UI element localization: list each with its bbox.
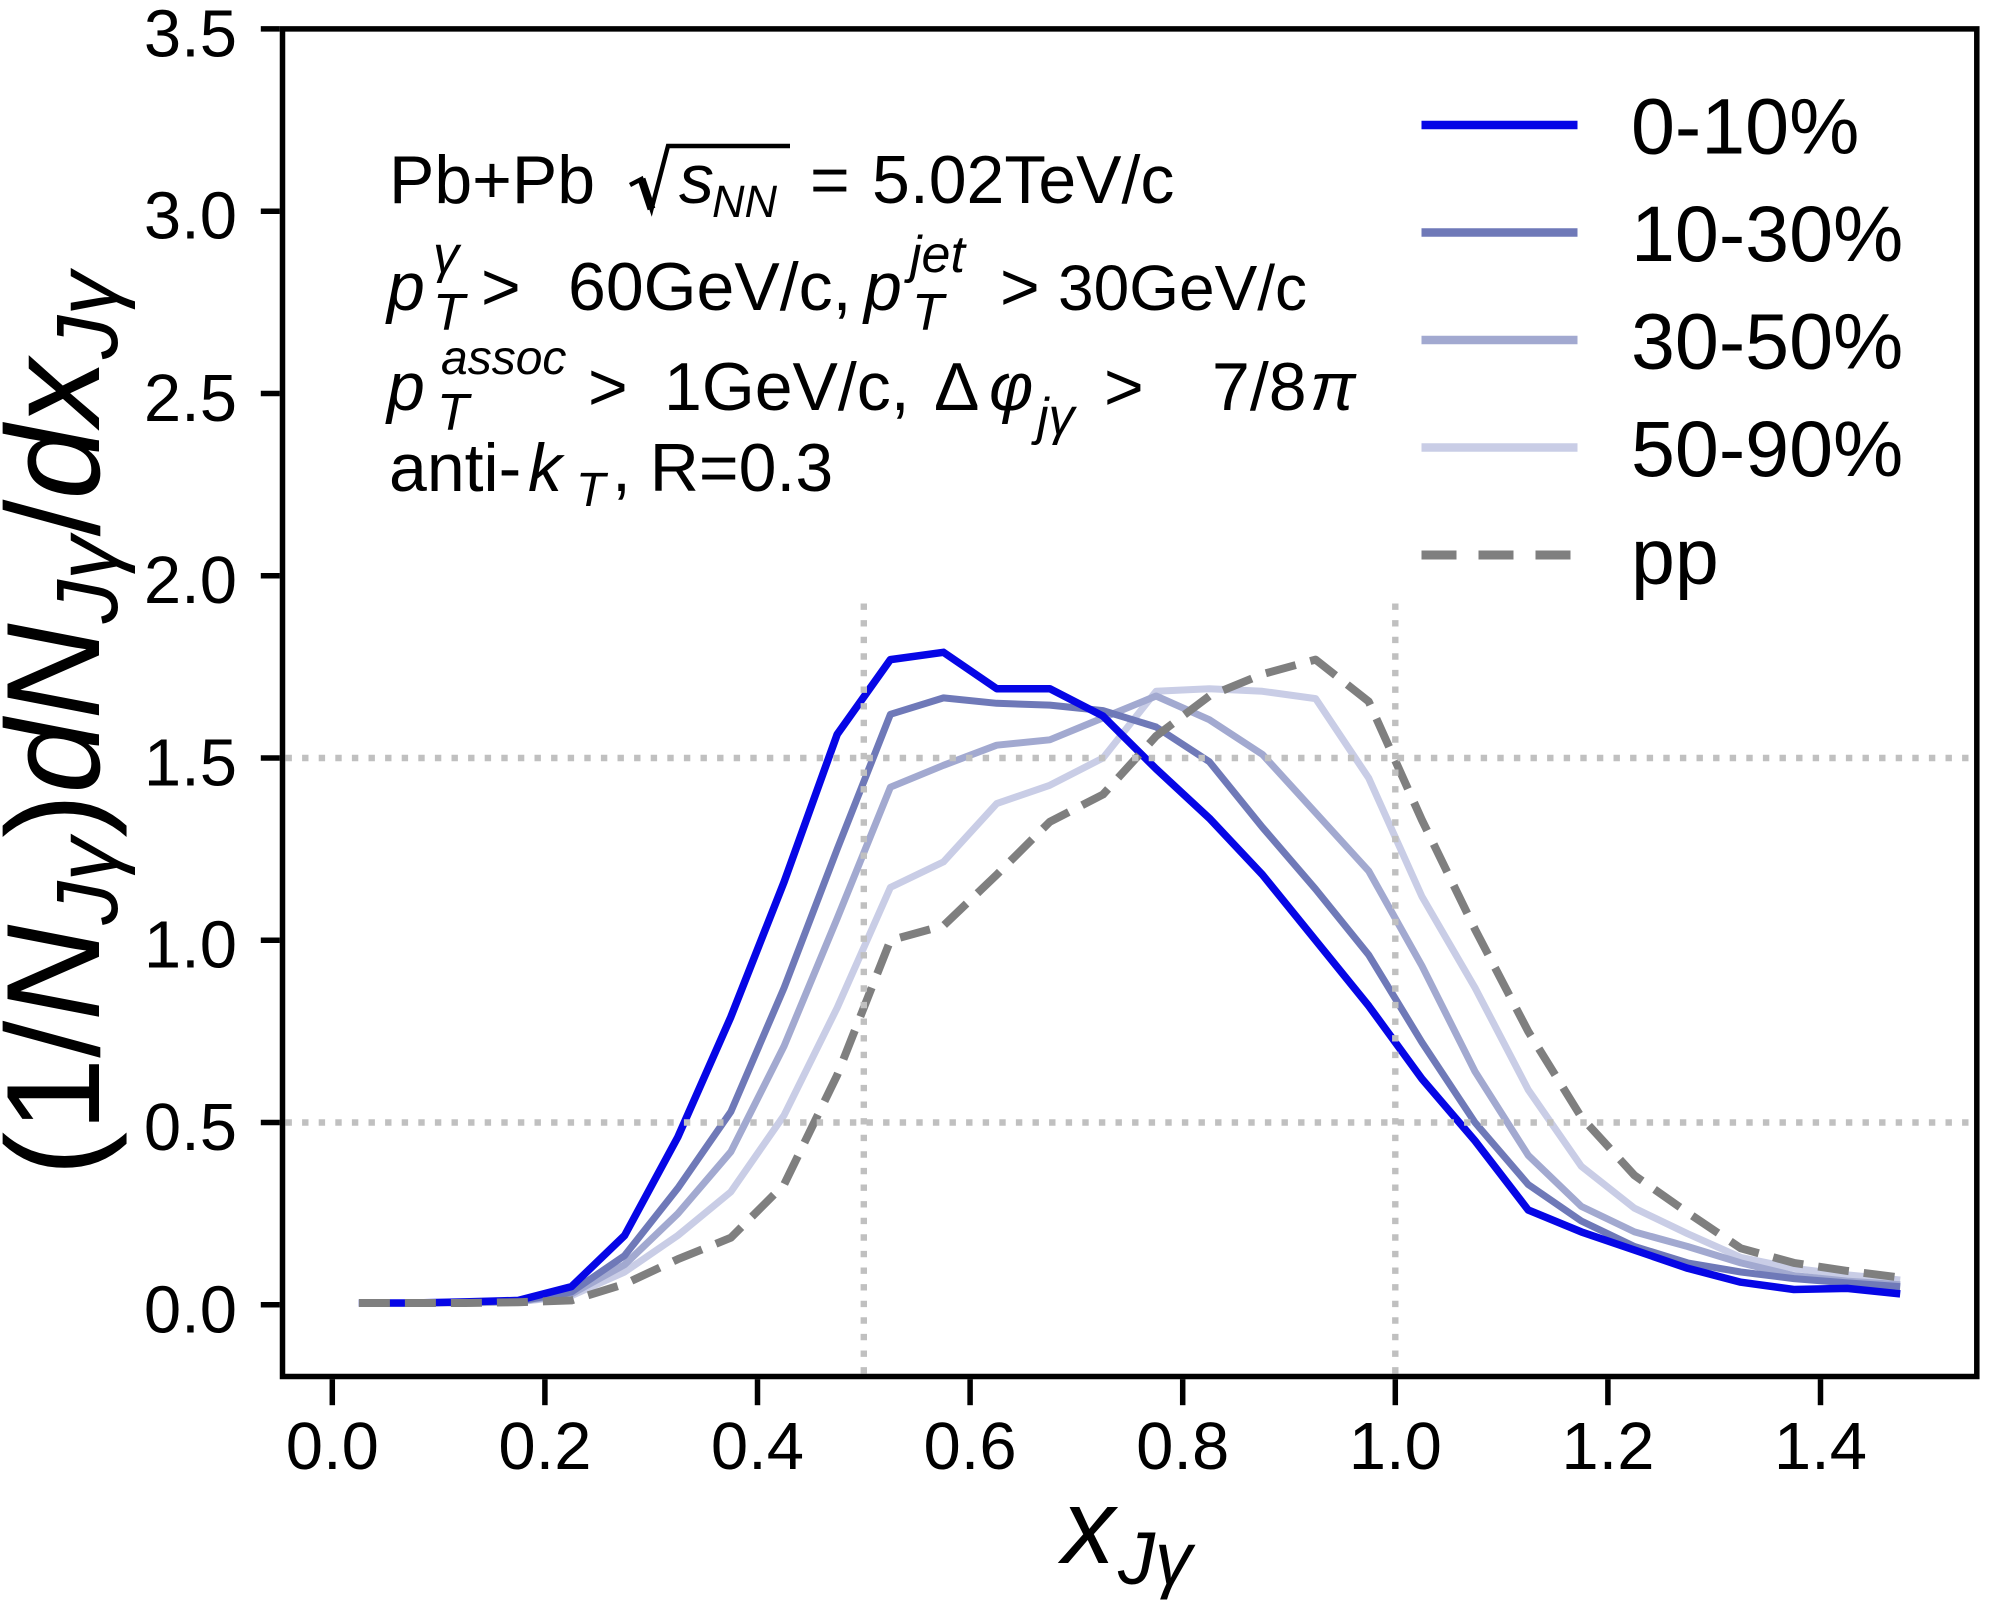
svg-text:p: p — [862, 249, 902, 325]
svg-text:T: T — [912, 284, 947, 342]
svg-text:jet: jet — [904, 226, 967, 284]
svg-text:3.0: 3.0 — [144, 179, 237, 254]
svg-text:0.0: 0.0 — [286, 1409, 379, 1484]
svg-text:0.2: 0.2 — [498, 1409, 591, 1484]
svg-text:1.0: 1.0 — [1349, 1409, 1442, 1484]
svg-text:φ: φ — [989, 349, 1033, 425]
svg-text:1.5: 1.5 — [144, 726, 237, 801]
svg-text:2.5: 2.5 — [144, 361, 237, 436]
svg-text:k: k — [528, 430, 565, 506]
svg-text:0-10%: 0-10% — [1631, 81, 1859, 170]
svg-text:1.4: 1.4 — [1774, 1409, 1867, 1484]
svg-text:5.02TeV/c: 5.02TeV/c — [872, 142, 1174, 218]
svg-text:>: > — [588, 349, 628, 425]
svg-text:60GeV/c,: 60GeV/c, — [568, 249, 852, 325]
svg-text:1GeV/c,: 1GeV/c, — [664, 349, 910, 425]
svg-text:>: > — [481, 249, 521, 325]
svg-text:Δ: Δ — [934, 349, 979, 425]
svg-text:0.5: 0.5 — [144, 1090, 237, 1165]
svg-text:30-50%: 30-50% — [1631, 296, 1903, 385]
svg-text:Pb+Pb: Pb+Pb — [389, 142, 595, 218]
svg-text:>: > — [1104, 349, 1144, 425]
svg-text:π: π — [1310, 349, 1357, 425]
svg-text:jγ: jγ — [1031, 388, 1078, 446]
svg-text:7/8: 7/8 — [1212, 349, 1307, 425]
svg-text:NN: NN — [712, 176, 777, 227]
svg-text:γ: γ — [433, 226, 462, 284]
svg-text:0.4: 0.4 — [711, 1409, 804, 1484]
svg-text:anti-: anti- — [389, 430, 521, 506]
svg-text:, R=0.3: , R=0.3 — [612, 430, 833, 506]
svg-text:0.8: 0.8 — [1136, 1409, 1229, 1484]
svg-text:2.0: 2.0 — [144, 543, 237, 618]
svg-text:3.5: 3.5 — [144, 0, 237, 71]
svg-text:p: p — [385, 249, 425, 325]
svg-text:T: T — [433, 284, 468, 342]
svg-text:30GeV/c: 30GeV/c — [1058, 252, 1307, 324]
svg-text:0.0: 0.0 — [144, 1272, 237, 1347]
svg-text:1.2: 1.2 — [1561, 1409, 1654, 1484]
svg-text:1.0: 1.0 — [144, 908, 237, 983]
svg-text:assoc: assoc — [441, 332, 566, 385]
svg-text:>: > — [1000, 249, 1040, 325]
svg-text:x: x — [1057, 1468, 1119, 1586]
svg-text:0.6: 0.6 — [924, 1409, 1017, 1484]
svg-text:Jγ: Jγ — [1117, 1517, 1196, 1600]
svg-text:T: T — [576, 464, 609, 517]
svg-text:T: T — [437, 384, 472, 442]
svg-text:10-30%: 10-30% — [1631, 189, 1903, 278]
svg-text:s: s — [679, 140, 714, 218]
svg-text:=: = — [810, 142, 850, 218]
svg-text:pp: pp — [1631, 511, 1719, 600]
svg-text:50-90%: 50-90% — [1631, 404, 1903, 493]
svg-text:(1/NJγ)dNJγ/dxJγ: (1/NJγ)dNJγ/dxJγ — [0, 267, 136, 1176]
svg-text:p: p — [385, 349, 425, 425]
